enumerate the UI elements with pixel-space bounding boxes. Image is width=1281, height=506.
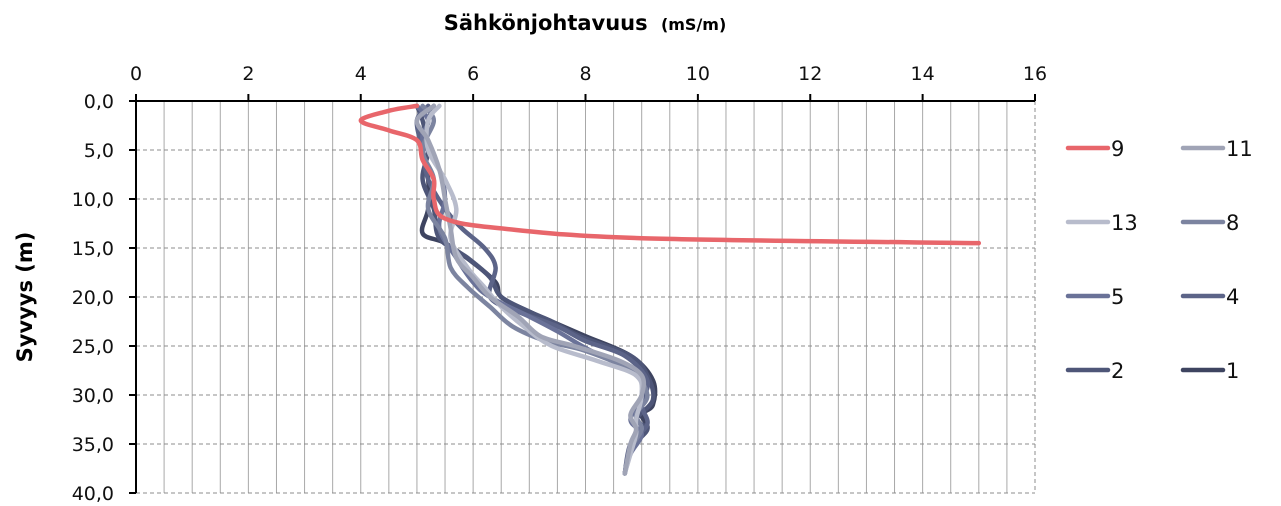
grid	[136, 101, 1035, 493]
y-tick-label: 35,0	[72, 434, 114, 456]
x-tick-label: 4	[355, 63, 367, 85]
y-tick-label: 25,0	[72, 336, 114, 358]
chart-title: Sähkönjohtavuus (mS/m)	[444, 11, 727, 35]
legend-label-11: 11	[1226, 137, 1253, 161]
legend-label-9: 9	[1111, 137, 1124, 161]
y-tick-label: 15,0	[72, 238, 114, 260]
x-tick-label: 10	[686, 63, 710, 85]
x-tick-label: 12	[798, 63, 822, 85]
legend-label-5: 5	[1111, 285, 1124, 309]
y-tick-label: 0,0	[84, 91, 114, 113]
legend-label-13: 13	[1111, 211, 1138, 235]
axes: 0 2 4 6 8 10 12 14 16 0,0 5,0 10,0 15,0 20,0 25,0 30,0 3…	[72, 63, 1047, 505]
x-tick-label: 6	[467, 63, 479, 85]
y-tick-label: 10,0	[72, 189, 114, 211]
legend-label-2: 2	[1111, 359, 1124, 383]
series-line-1	[422, 106, 655, 474]
legend-label-1: 1	[1226, 359, 1239, 383]
legend-label-8: 8	[1226, 211, 1239, 235]
x-tick-label: 14	[911, 63, 935, 85]
chart-title-text: Sähkönjohtavuus	[444, 11, 648, 35]
y-axis-label: Syvyys (m)	[13, 232, 37, 363]
legend: 9 11 13 8 5 4 2 1	[1068, 137, 1253, 383]
y-tick-label: 30,0	[72, 385, 114, 407]
y-tick-label: 40,0	[72, 483, 114, 505]
x-tick-label: 2	[242, 63, 254, 85]
x-tick-label: 0	[130, 63, 142, 85]
series-line-11	[417, 106, 644, 474]
y-tick-label: 20,0	[72, 287, 114, 309]
x-tick-label: 16	[1023, 63, 1047, 85]
x-tick-label: 8	[579, 63, 591, 85]
series-line-13	[426, 106, 641, 474]
y-tick-label: 5,0	[84, 140, 114, 162]
chart-title-unit: (mS/m)	[661, 15, 726, 34]
legend-label-4: 4	[1226, 285, 1239, 309]
series-line-2	[417, 106, 654, 474]
